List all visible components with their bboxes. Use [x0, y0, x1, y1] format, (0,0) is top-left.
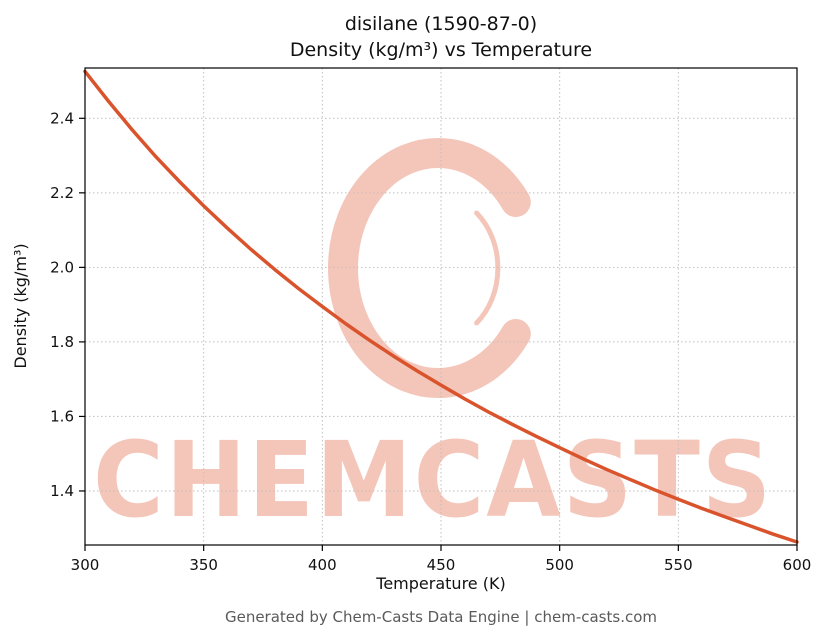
x-tick-label: 450 — [427, 556, 456, 574]
x-tick-label: 500 — [545, 556, 574, 574]
x-tick-label: 600 — [783, 556, 812, 574]
y-tick-label: 2.4 — [50, 109, 74, 127]
x-axis-label: Temperature (K) — [375, 574, 505, 593]
chart-title-line2: Density (kg/m³) vs Temperature — [290, 39, 592, 61]
x-tick-label: 550 — [664, 556, 693, 574]
x-tick-label: 400 — [308, 556, 337, 574]
chart-title-line1: disilane (1590-87-0) — [345, 13, 537, 35]
y-tick-label: 1.4 — [50, 482, 74, 500]
density-curve — [83, 69, 799, 544]
x-tick-label: 300 — [71, 556, 100, 574]
footer-credit: Generated by Chem-Casts Data Engine | ch… — [225, 608, 657, 626]
y-tick-label: 1.8 — [50, 333, 74, 351]
y-axis-label: Density (kg/m³) — [11, 243, 30, 368]
y-tick-label: 1.6 — [50, 407, 74, 425]
grid-lines — [84, 68, 798, 545]
x-tick-label: 350 — [189, 556, 218, 574]
data-series — [83, 69, 799, 544]
axis-ticks: 300 350 400 450 500 550 600 1.4 1.6 1.8 2.0 2.2 2.4 — [50, 109, 811, 574]
c-swirl-logo-icon — [328, 138, 531, 398]
watermark-text: CHEMCASTS — [93, 419, 773, 541]
y-tick-label: 2.2 — [50, 184, 74, 202]
y-tick-label: 2.0 — [50, 258, 74, 276]
